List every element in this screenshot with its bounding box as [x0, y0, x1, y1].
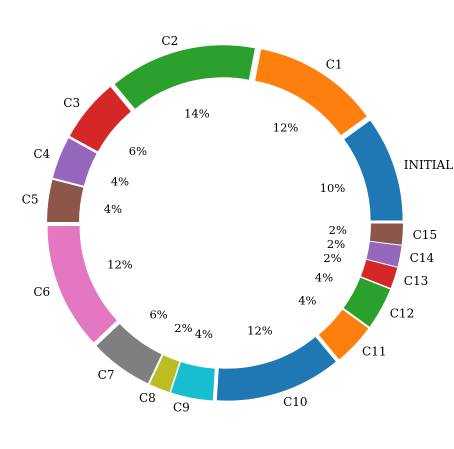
slice-label-c15: C15 — [413, 228, 437, 242]
slice-c11 — [318, 309, 369, 360]
slice-c5 — [47, 179, 84, 222]
slice-label-c6: C6 — [33, 285, 50, 299]
slice-c14 — [366, 241, 402, 267]
slice-c7 — [96, 323, 162, 384]
slice-c13 — [360, 259, 398, 289]
slice-c12 — [343, 277, 391, 327]
pct-label-c1: 12% — [273, 121, 299, 135]
pct-label-c13: 2% — [323, 251, 341, 265]
slice-label-c14: C14 — [410, 251, 435, 265]
slice-label-c11: C11 — [362, 345, 386, 359]
slice-c4 — [52, 138, 97, 186]
slice-c2 — [114, 45, 255, 109]
slice-label-initial: INITIAL — [404, 158, 453, 172]
slice-label-c1: C1 — [326, 57, 343, 71]
slice-c3 — [69, 86, 131, 152]
pct-label-c3: 6% — [129, 144, 147, 158]
slice-label-c8: C8 — [139, 391, 156, 405]
slice-c15 — [369, 223, 403, 245]
pct-label-c9: 4% — [195, 327, 213, 341]
slice-c6 — [47, 225, 117, 343]
pct-label-c15: 2% — [329, 223, 347, 237]
slice-label-c2: C2 — [161, 34, 178, 48]
pct-label-c12: 4% — [315, 270, 333, 284]
pct-label-c10: 12% — [247, 323, 273, 337]
pct-label-c2: 14% — [184, 107, 210, 121]
slice-label-c3: C3 — [63, 96, 80, 110]
pct-label-c8: 2% — [174, 321, 192, 335]
slice-initial — [344, 120, 403, 221]
pct-label-c5: 4% — [104, 202, 122, 216]
slice-c10 — [216, 336, 336, 401]
pct-label-c14: 2% — [327, 237, 345, 251]
slice-label-c12: C12 — [390, 307, 414, 321]
slice-c1 — [255, 49, 367, 136]
slice-label-c13: C13 — [404, 274, 428, 288]
pct-label-c11: 4% — [298, 293, 316, 307]
pct-label-c6: 12% — [107, 258, 133, 272]
pct-label-initial: 10% — [320, 181, 346, 195]
slice-label-c10: C10 — [283, 395, 307, 409]
slice-label-c5: C5 — [22, 192, 39, 206]
pct-label-c7: 6% — [149, 307, 167, 321]
pct-label-c4: 4% — [111, 174, 129, 188]
slice-label-c4: C4 — [33, 147, 50, 161]
slice-label-c7: C7 — [98, 368, 115, 382]
slice-label-c9: C9 — [173, 401, 190, 415]
slice-c8 — [149, 355, 180, 393]
slice-c9 — [170, 362, 215, 401]
